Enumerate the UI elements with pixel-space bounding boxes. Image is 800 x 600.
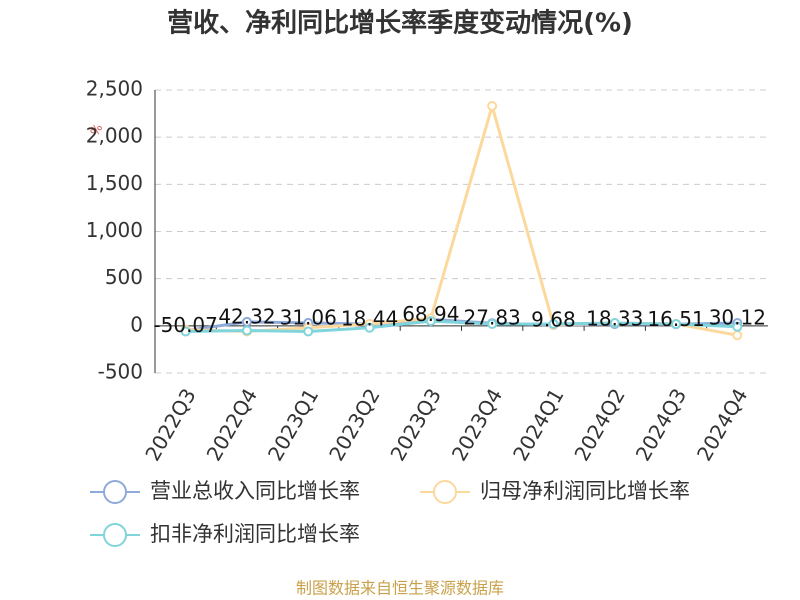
x-tick-label: 2024Q1 <box>508 384 568 465</box>
point <box>671 318 682 329</box>
point <box>303 326 314 337</box>
x-tick-label: 2023Q2 <box>324 384 384 465</box>
y-tick-label: 0 <box>130 312 143 336</box>
x-tick-label: 2022Q3 <box>140 384 200 465</box>
point <box>241 325 252 336</box>
data-label: 42.32 <box>218 304 275 328</box>
point <box>487 101 498 112</box>
x-tick-label: 2023Q1 <box>263 384 323 465</box>
y-tick-label: -500 <box>98 360 143 384</box>
y-tick-label: 2,000 <box>86 124 143 148</box>
series-line <box>185 100 738 337</box>
y-tick-label: 1,000 <box>86 218 143 242</box>
data-label: 31.06 <box>280 305 337 329</box>
legend-marker[interactable] <box>103 523 127 547</box>
legend-label[interactable]: 归母净利润同比增长率 <box>480 479 690 503</box>
series-line <box>185 319 738 333</box>
point <box>732 321 743 332</box>
x-tick-label: 2024Q2 <box>569 384 629 465</box>
source-note: 制图数据来自恒生聚源数据库 <box>296 579 504 598</box>
data-label: 27.83 <box>464 306 521 330</box>
point <box>609 318 620 329</box>
point <box>487 318 498 329</box>
legend-label[interactable]: 扣非净利润同比增长率 <box>150 522 360 546</box>
legend-marker[interactable] <box>103 480 127 504</box>
legend-label[interactable]: 营业总收入同比增长率 <box>150 479 360 503</box>
data-label: 30.12 <box>709 305 766 329</box>
y-tick-label: 500 <box>105 265 143 289</box>
legend-marker[interactable] <box>433 480 457 504</box>
point <box>425 316 436 327</box>
data-label: 18.44 <box>341 307 398 331</box>
y-tick-label: 1,500 <box>86 171 143 195</box>
chart-title: 营收、净利同比增长率季度变动情况(%) <box>167 8 633 39</box>
x-tick-label: 2024Q4 <box>692 384 752 465</box>
point <box>732 330 743 341</box>
x-tick-label: 2024Q3 <box>631 384 691 465</box>
point <box>548 318 559 329</box>
x-tick-label: 2023Q4 <box>447 384 507 465</box>
data-label: -50.07 <box>153 313 217 337</box>
data-label: 9.68 <box>531 307 576 331</box>
point <box>180 326 191 337</box>
data-label: 16.51 <box>647 307 704 331</box>
x-tick-label: 2023Q3 <box>385 384 445 465</box>
y-tick-label: 2,500 <box>86 77 143 101</box>
point <box>364 322 375 333</box>
data-label: 68.94 <box>402 302 459 326</box>
x-tick-label: 2022Q4 <box>202 384 262 465</box>
data-label: 18.33 <box>586 307 643 331</box>
